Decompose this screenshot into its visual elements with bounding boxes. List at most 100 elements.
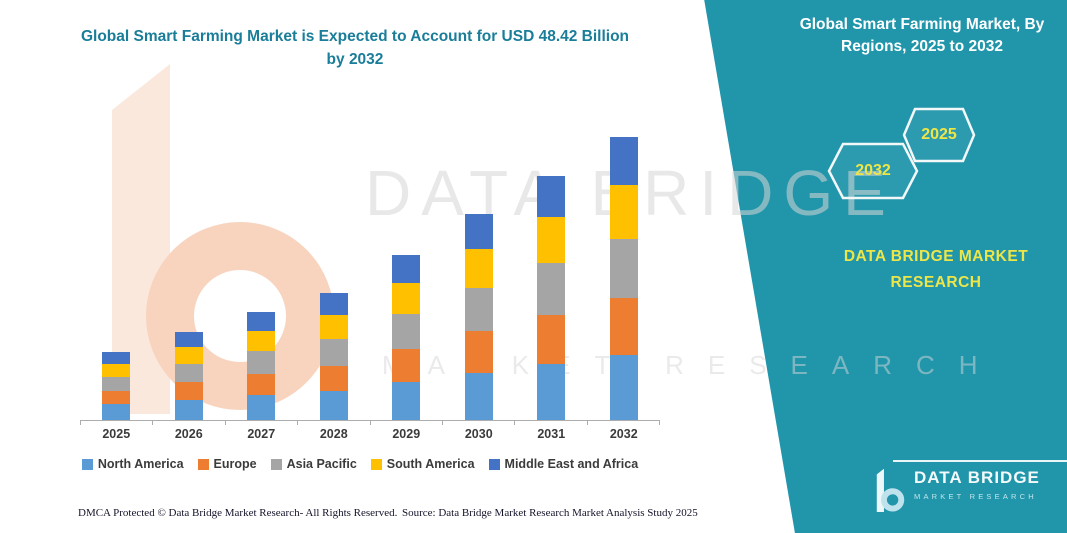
bar-segment: [102, 404, 131, 420]
bar-segment: [174, 363, 203, 382]
bar-segment: [464, 248, 493, 288]
bar-stack-2026: [174, 332, 203, 420]
legend-item: Middle East and Africa: [488, 457, 639, 471]
hexagon-2032: 2032: [827, 142, 919, 200]
bar-segment: [464, 331, 493, 373]
right-panel-heading: Global Smart Farming Market, By Regions,…: [788, 14, 1056, 59]
right-panel-heading-line2: Regions, 2025 to 2032: [841, 38, 1003, 56]
bar-segment: [174, 346, 203, 364]
bar-segment: [247, 312, 276, 331]
bar-slot: [370, 108, 443, 420]
bar-stack-2032: [609, 136, 638, 420]
bar-segment: [174, 332, 203, 347]
bar-segment: [247, 373, 276, 396]
bar-slot: [298, 108, 371, 420]
dbmr-logo-text: DATA BRIDGE MARKET RESEARCH: [914, 468, 1040, 501]
source-note: Source: Data Bridge Market Research Mark…: [402, 507, 698, 519]
x-axis-label: 2032: [609, 427, 638, 441]
x-axis-label: 2028: [319, 427, 348, 441]
bar-segment: [609, 298, 638, 356]
axis-tick: [441, 421, 443, 425]
legend-label: South America: [386, 457, 475, 471]
logo-divider-line: [893, 460, 1067, 462]
hexagon-2032-label: 2032: [855, 162, 891, 179]
bar-segment: [319, 314, 348, 339]
hexagon-2025-label: 2025: [921, 126, 957, 143]
legend-label: North America: [97, 457, 184, 471]
bar-slot: [588, 108, 661, 420]
legend-label: Middle East and Africa: [504, 457, 639, 471]
bar-segment: [319, 293, 348, 315]
bar-segment: [464, 372, 493, 420]
bar-stack-2030: [464, 213, 493, 420]
x-axis-label: 2027: [247, 427, 276, 441]
axis-tick: [586, 421, 588, 425]
legend-item: South America: [370, 457, 475, 471]
dbmr-b-logo-watermark: [112, 58, 342, 419]
legend-swatch-icon: [370, 458, 382, 470]
bar-segment: [609, 355, 638, 420]
bar-segment: [609, 136, 638, 185]
legend-swatch-icon: [197, 458, 209, 470]
bar-segment: [102, 376, 131, 391]
dmca-notice: DMCA Protected © Data Bridge Market Rese…: [78, 507, 398, 519]
brand-text-line1: DATA BRIDGE MARKET: [843, 248, 1029, 265]
bar-segment: [609, 184, 638, 239]
legend-swatch-icon: [81, 458, 93, 470]
bar-slot: [443, 108, 516, 420]
chart-title-line1: Global Smart Farming Market is Expected …: [80, 28, 630, 45]
bar-segment: [464, 287, 493, 332]
x-axis-label: 2025: [102, 427, 131, 441]
bar-stack-2029: [392, 254, 421, 420]
hexagon-2025: 2025: [902, 107, 976, 163]
bar-segment: [102, 352, 131, 364]
bar-segment: [319, 338, 348, 366]
chart-title: Global Smart Farming Market is Expected …: [50, 25, 660, 72]
axis-tick: [659, 421, 660, 425]
axis-tick: [152, 421, 154, 425]
bar-segment: [609, 238, 638, 299]
bar-segment: [537, 314, 566, 364]
axis-tick: [514, 421, 516, 425]
axis-tick: [224, 421, 226, 425]
brand-text: DATA BRIDGE MARKET RESEARCH: [830, 244, 1042, 297]
bar-segment: [464, 213, 493, 249]
bar-segment: [537, 217, 566, 264]
bar-segment: [174, 399, 203, 420]
logo-subtitle: MARKET RESEARCH: [914, 492, 1037, 501]
bars-row: [80, 108, 660, 420]
dbmr-b-logo-icon: [876, 468, 906, 517]
bar-stack-2027: [247, 312, 276, 420]
axis-tick: [297, 421, 299, 425]
x-axis-label: 2030: [464, 427, 493, 441]
bar-segment: [319, 390, 348, 420]
logo-title: DATA BRIDGE: [914, 468, 1040, 487]
bar-segment: [102, 390, 131, 405]
legend-label: Europe: [213, 457, 257, 471]
bar-stack-2031: [537, 175, 566, 420]
bar-slot: [515, 108, 588, 420]
axis-tick: [80, 421, 81, 425]
bar-segment: [392, 254, 421, 283]
chart-title-line2: by 2032: [326, 51, 384, 69]
bar-stack-2025: [102, 352, 131, 420]
bar-segment: [247, 351, 276, 374]
right-panel-heading-line1: Global Smart Farming Market, By: [799, 16, 1045, 33]
bar-segment: [247, 395, 276, 420]
legend: North America Europe Asia Pacific South Ame…: [40, 457, 680, 471]
bar-segment: [537, 175, 566, 218]
dbmr-logo: DATA BRIDGE MARKET RESEARCH: [876, 468, 1040, 517]
x-axis-label: 2031: [537, 427, 566, 441]
bar-slot: [80, 108, 153, 420]
bar-segment: [537, 263, 566, 315]
legend-item: Europe: [197, 457, 257, 471]
bar-segment: [102, 363, 131, 377]
x-axis-labels: 2025 2026 2027 2028 2029 2030 2031 2032: [80, 427, 660, 441]
bar-segment: [247, 330, 276, 352]
bar-segment: [392, 348, 421, 382]
plot-area: [80, 108, 660, 421]
axis-tick: [369, 421, 371, 425]
legend-item: Asia Pacific: [270, 457, 357, 471]
x-axis-label: 2029: [392, 427, 421, 441]
brand-text-line2: RESEARCH: [890, 274, 982, 292]
